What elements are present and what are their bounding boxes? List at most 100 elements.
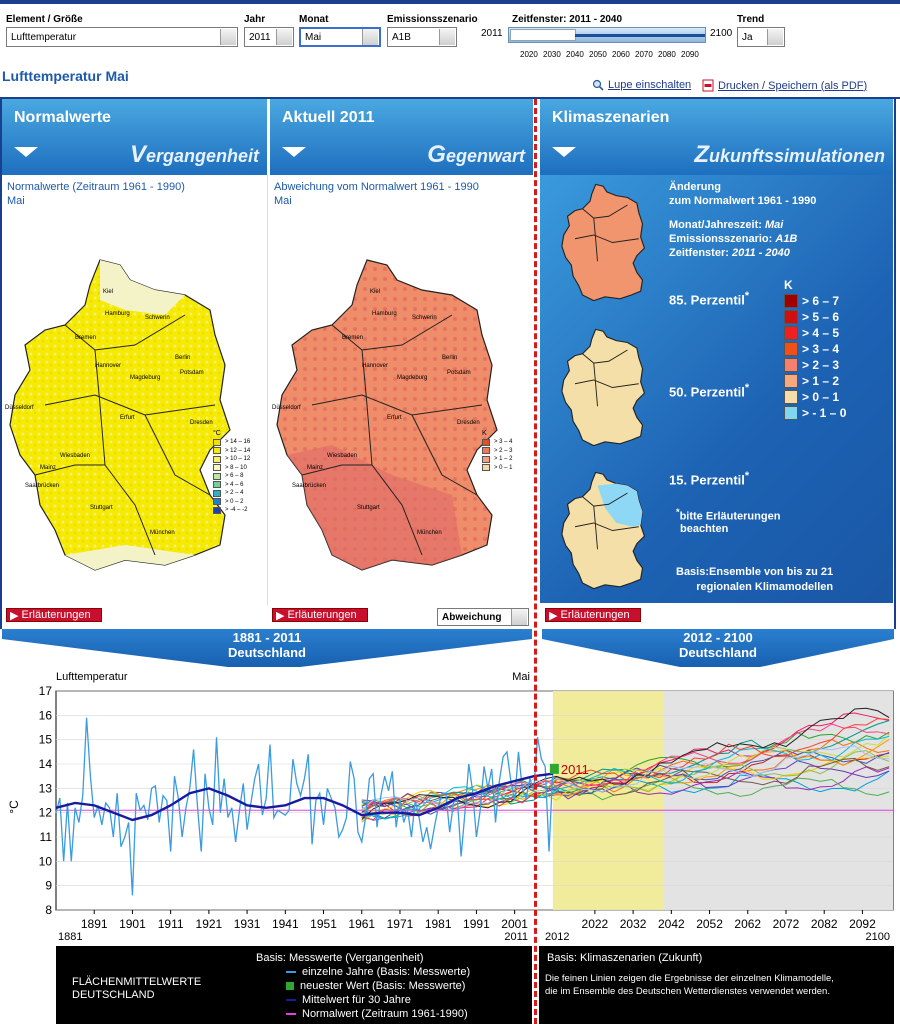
y-tick-label: 12 (39, 806, 53, 820)
legend-entry-label: > 5 – 6 (802, 310, 840, 324)
trend-select[interactable]: Ja (737, 27, 785, 47)
legend-entry: > 10 – 12 (213, 455, 263, 464)
header-normalwerte: Normalwerte Vergangenheit (2, 99, 267, 175)
x-tick-label: 1941 (272, 917, 299, 931)
y-tick-label: 17 (39, 684, 53, 698)
y-tick-label: 10 (39, 854, 53, 868)
deviation-toggle[interactable]: Abweichung (437, 608, 529, 626)
window-max: 2100 (710, 28, 733, 39)
ensemble-model-line (361, 707, 890, 820)
banner-right: 2012 - 2100 Deutschland (678, 630, 757, 660)
x-tick-label: 1921 (196, 917, 223, 931)
climate-info: Änderung zum Normalwert 1961 - 1990 Mona… (669, 181, 817, 259)
divider (267, 175, 268, 605)
trend-value: Ja (742, 31, 753, 43)
city-label: Berlin (442, 355, 458, 361)
deviation-toggle-label: Abweichung (442, 611, 502, 623)
city-label: Schwerin (412, 315, 437, 321)
legend-entry: > 12 – 14 (213, 447, 263, 456)
city-label: Hamburg (105, 311, 130, 317)
city-label: Magdeburg (397, 375, 428, 381)
y-tick-label: 13 (39, 781, 53, 795)
zoom-link[interactable]: Lupe einschalten (592, 79, 691, 91)
color-swatch (784, 358, 798, 372)
color-swatch (213, 464, 221, 472)
city-label: Stuttgart (90, 505, 113, 511)
legend-entry: > 8 – 10 (213, 464, 263, 473)
legend-item-mean: Mittelwert für 30 Jahre (286, 994, 411, 1006)
city-label: Hamburg (372, 311, 397, 317)
color-swatch (784, 310, 798, 324)
x-end-past-label: 2011 (504, 931, 528, 943)
p85-label: 85. Perzentil* (669, 290, 750, 308)
y-tick-label: 15 (39, 733, 53, 747)
city-label: Düsseldorf (5, 405, 34, 411)
window-ticks: 2020 2030 2040 2050 2060 2070 2080 2090 (508, 50, 706, 62)
y-tick-label: 11 (40, 830, 53, 844)
color-swatch (784, 406, 798, 420)
explain-button-current[interactable]: ▶ Erläuterungen (272, 608, 368, 622)
legend-entry: > -4 – -2 (213, 506, 263, 515)
header-aktuell: Aktuell 2011 Gegenwart (270, 99, 533, 175)
map-p15 (561, 471, 646, 590)
year-label: Jahr (244, 14, 266, 25)
color-swatch (482, 455, 490, 463)
window-min: 2011 (481, 28, 503, 39)
latest-year-label: 2011 (561, 762, 589, 777)
legend-future: Basis: Klimaszenarien (Zukunft) Die fein… (539, 946, 894, 1024)
page-title: Lufttemperatur Mai (2, 68, 129, 84)
legend-entry: > 0 – 1 (784, 389, 864, 405)
chevron-down-icon (439, 29, 455, 45)
current-month: Mai (274, 195, 292, 207)
normal-subtitle: Vergangenheit (129, 141, 259, 168)
month-label: Monat (299, 14, 329, 25)
city-label: Wiesbaden (327, 453, 358, 459)
explain-button-normal[interactable]: ▶ Erläuterungen (6, 608, 102, 622)
scenario-select[interactable]: A1B (387, 27, 457, 47)
triangle-down-icon[interactable] (552, 147, 576, 157)
color-swatch (213, 481, 221, 489)
month-select[interactable]: Mai (299, 27, 381, 47)
map-normal (9, 259, 231, 571)
color-swatch (213, 489, 221, 497)
year-select[interactable]: 2011 (244, 27, 294, 47)
city-labels-normal: Kiel Hamburg Schwerin Bremen Berlin Hannover P… (5, 255, 245, 575)
x-tick-label: 1901 (119, 917, 146, 931)
right-border (894, 99, 896, 629)
element-select[interactable]: Lufttemperatur (6, 27, 238, 47)
flaechen-label: FLÄCHENMITTELWERTE DEUTSCHLAND (72, 976, 202, 1001)
triangle-down-icon[interactable] (14, 147, 38, 157)
x-tick-label: 1951 (310, 917, 337, 931)
element-value: Lufttemperatur (11, 31, 77, 43)
triangle-down-icon[interactable] (282, 147, 306, 157)
x-tick-label: 2062 (734, 917, 761, 931)
color-swatch (784, 326, 798, 340)
header-klima: Klimaszenarien Zukunftssimulationen (540, 99, 893, 175)
y-tick-label: 8 (45, 903, 52, 917)
legend-entry-label: > 0 – 1 (494, 464, 513, 471)
color-swatch (213, 506, 221, 514)
window-tick-label: 2030 (543, 50, 561, 59)
ensemble-model-line (361, 739, 890, 817)
legend-entry-label: > 10 – 12 (225, 456, 251, 463)
basis-past: Basis: Messwerte (Vergangenheit) (256, 952, 424, 964)
x-end-label: 2100 (866, 931, 890, 943)
window-slider[interactable] (508, 27, 706, 43)
p15-label: 15. Perzentil* (669, 470, 750, 488)
chart-title: Lufttemperatur (56, 672, 128, 683)
legend-item-normal: Normalwert (Zeitraum 1961-1990) (286, 1008, 468, 1020)
x-tick-label: 1991 (463, 917, 490, 931)
print-link[interactable]: Drucken / Speichern (als PDF) (702, 79, 867, 92)
x-tick-label: 1931 (234, 917, 261, 931)
window-tick-label: 2050 (589, 50, 607, 59)
legend-climate: > 6 – 7 > 5 – 6 > 4 – 5 > 3 – 4 > 2 – 3 > 1 –… (784, 293, 864, 421)
legend-entry-label: > 0 – 1 (802, 390, 840, 404)
window-slider-handle[interactable] (510, 29, 576, 41)
x-start-label: 1881 (58, 931, 82, 943)
current-subtitle: Gegenwart (427, 141, 525, 168)
explain-button-climate[interactable]: ▶ Erläuterungen (545, 608, 641, 622)
x-tick-label: 1961 (348, 917, 375, 931)
color-swatch (784, 294, 798, 308)
window-tick-label: 2070 (635, 50, 653, 59)
x-tick-label: 2082 (811, 917, 838, 931)
